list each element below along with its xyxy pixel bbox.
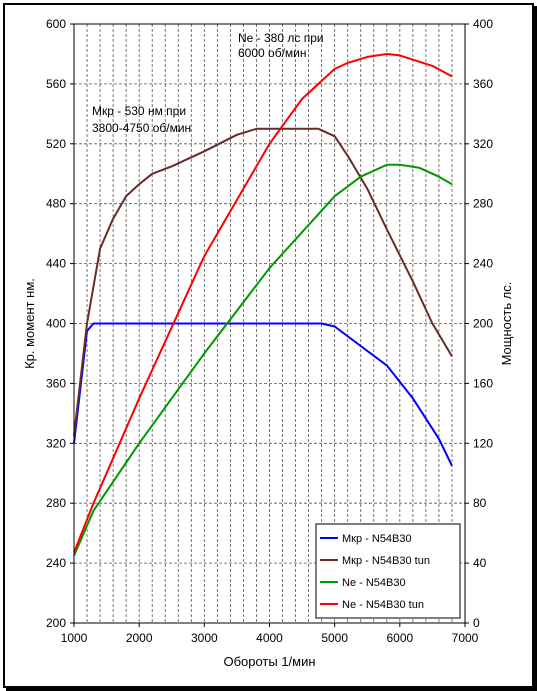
series-line-2 (73, 127, 453, 436)
series-line-1 (73, 322, 453, 467)
right-axis-ticks: 0 40 80 120 160 200 240 280 320 360 400 (465, 17, 493, 630)
x-tick-label: 7000 (452, 631, 479, 645)
right-tick-label: 80 (473, 496, 487, 510)
right-tick-label: 280 (473, 197, 493, 211)
x-tick-label: 5000 (321, 631, 348, 645)
x-tick-label: 3000 (191, 631, 218, 645)
right-tick-label: 160 (473, 376, 493, 390)
legend: Mкр - N54B30 Mкр - N54B30 tun Ne - N54B30 N… (315, 523, 461, 619)
right-tick-label: 400 (473, 17, 493, 31)
right-tick-label: 40 (473, 556, 487, 570)
right-tick-label: 120 (473, 436, 493, 450)
series-line-4 (73, 53, 453, 553)
left-tick-label: 480 (46, 197, 66, 211)
right-tick-label: 240 (473, 257, 493, 271)
legend-entry-4: Ne - N54B30 tun (342, 599, 424, 611)
peak-torque-annotation-line-1: Mкр - 530 нм при (92, 104, 186, 118)
left-tick-label: 560 (46, 77, 66, 91)
left-axis-label: Кр. момент нм. (22, 278, 37, 369)
left-tick-label: 520 (46, 137, 66, 151)
right-tick-label: 0 (473, 616, 480, 630)
left-tick-label: 440 (46, 257, 66, 271)
right-tick-label: 360 (473, 77, 493, 91)
series-layer (73, 53, 453, 556)
left-tick-label: 320 (46, 436, 66, 450)
left-tick-label: 280 (46, 496, 66, 510)
x-tick-label: 1000 (61, 631, 88, 645)
right-axis-label: Мощность лс. (499, 282, 514, 366)
peak-power-annotation: Ne - 380 лс при 6000 об/мин (238, 31, 324, 60)
left-tick-label: 360 (46, 376, 66, 390)
left-tick-label: 400 (46, 317, 66, 331)
x-tick-label: 4000 (256, 631, 283, 645)
x-tick-label: 6000 (386, 631, 413, 645)
legend-entry-1: Mкр - N54B30 (342, 533, 412, 545)
peak-torque-annotation-line-2: 3800-4750 об/мин (92, 121, 191, 135)
x-tick-label: 2000 (126, 631, 153, 645)
plot-border (73, 23, 466, 624)
peak-power-annotation-line-1: Ne - 380 лс при (238, 31, 324, 45)
legend-entry-3: Ne - N54B30 (342, 577, 406, 589)
left-axis-ticks: 200 240 280 320 360 400 440 480 520 560 600 (46, 17, 74, 630)
series-line-3 (73, 163, 453, 556)
x-axis-ticks: 1000 2000 3000 4000 5000 6000 7000 (61, 623, 479, 645)
legend-entry-2: Mкр - N54B30 tun (342, 555, 430, 567)
right-tick-label: 320 (473, 137, 493, 151)
left-tick-label: 240 (46, 556, 66, 570)
peak-power-annotation-line-2: 6000 об/мин (238, 46, 307, 60)
left-tick-label: 600 (46, 17, 66, 31)
right-tick-label: 200 (473, 317, 493, 331)
left-tick-label: 200 (46, 616, 66, 630)
x-axis-label: Обороты 1/мин (223, 654, 315, 669)
peak-torque-annotation: Mкр - 530 нм при 3800-4750 об/мин (92, 104, 191, 135)
legend-box (315, 523, 461, 619)
